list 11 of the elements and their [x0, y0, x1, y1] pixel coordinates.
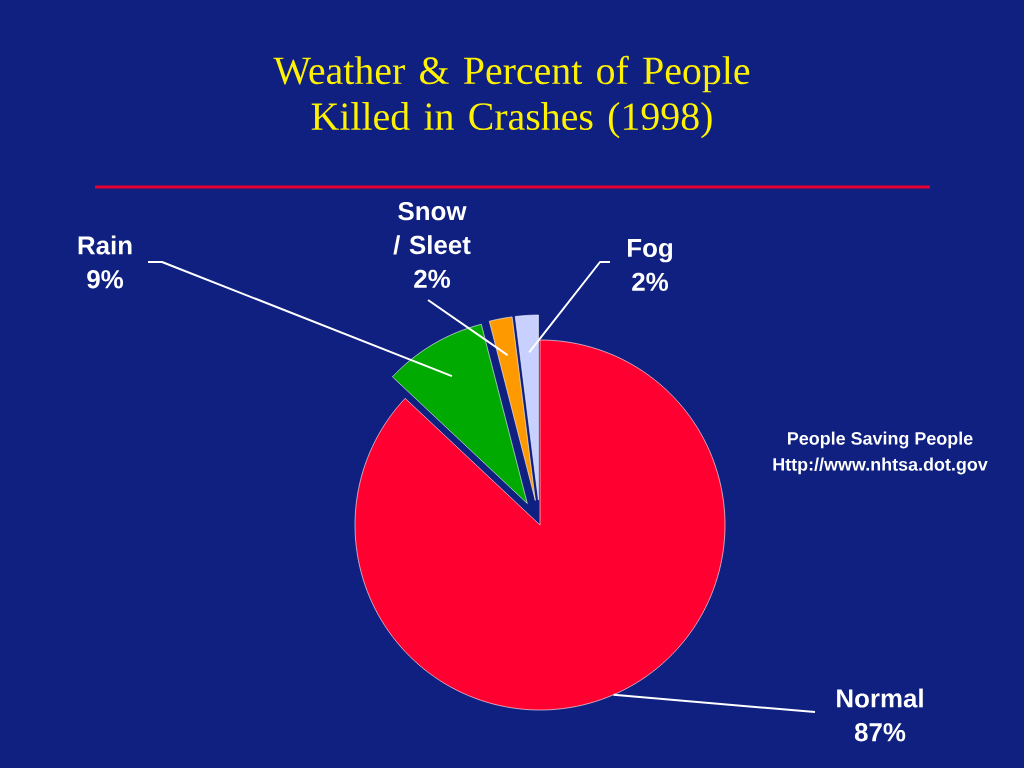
slice-label: Rain: [78, 235, 132, 255]
text: People Saving People: [788, 431, 973, 449]
data-label: 87%: [854, 723, 906, 742]
slice-label: Normal: [837, 688, 923, 708]
slice-label: Fog: [628, 239, 673, 263]
slice-label: Snow / Sleet: [393, 201, 471, 255]
text: Http://www.nhtsa.dot.gov: [773, 457, 988, 475]
chart-title: Weather & Percent of People Killed in Crashes (1998): [273, 55, 750, 139]
data-label: 9%: [87, 270, 124, 289]
data-label: 2%: [414, 269, 451, 289]
data-label: 2%: [632, 272, 669, 291]
